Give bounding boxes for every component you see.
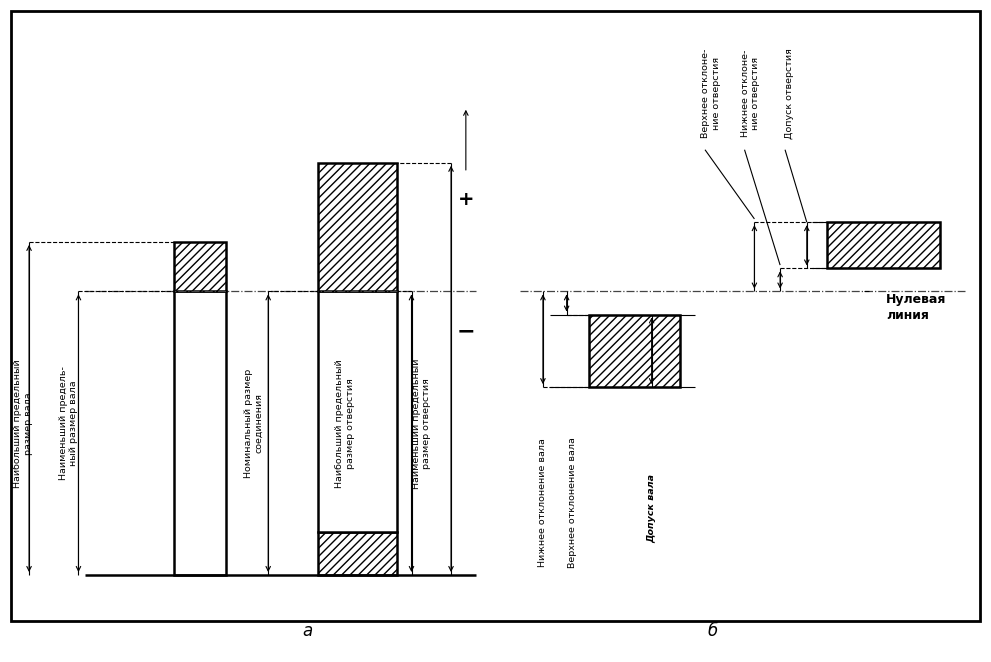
Bar [174, 291, 226, 575]
Text: Верхнее отклоне-
ние отверстия: Верхнее отклоне- ние отверстия [701, 49, 720, 138]
Text: б: б [708, 622, 718, 640]
Text: +: + [458, 189, 474, 209]
Bar [318, 163, 396, 291]
Text: Верхнее отклонение вала: Верхнее отклонение вала [568, 437, 577, 568]
Text: Наименьший предель-
ный размер вала: Наименьший предель- ный размер вала [58, 366, 78, 480]
Text: Номинальный размер
соединения: Номинальный размер соединения [244, 369, 264, 478]
Text: Наименьший предельный
размер отверстия: Наименьший предельный размер отверстия [411, 358, 431, 489]
Text: Допуск вала: Допуск вала [647, 475, 656, 544]
Text: Нулевая
линия: Нулевая линия [886, 293, 946, 322]
Text: Наибольший предельный
размер вала: Наибольший предельный размер вала [13, 359, 33, 488]
Text: −: − [457, 321, 475, 341]
Bar [174, 242, 226, 291]
Bar [318, 532, 396, 575]
Text: Нижнее отклонение вала: Нижнее отклонение вала [538, 438, 547, 567]
Text: Наибольший предельный
размер отверстия: Наибольший предельный размер отверстия [335, 359, 355, 488]
Bar [318, 291, 396, 532]
Text: Допуск отверстия: Допуск отверстия [786, 48, 795, 139]
Bar [826, 222, 940, 268]
Text: а: а [302, 622, 313, 640]
Bar [590, 314, 680, 387]
Text: Нижнее отклоне-
ние отверстия: Нижнее отклоне- ние отверстия [740, 50, 760, 138]
